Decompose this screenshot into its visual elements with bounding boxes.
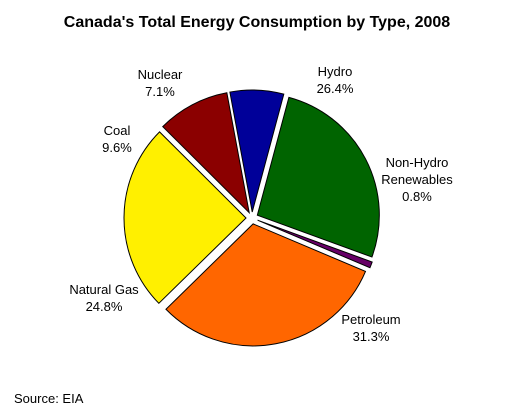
slice-label-coal: Coal 9.6%: [102, 123, 132, 155]
slice-label-non-hydro-renewables: Non-Hydro Renewables 0.8%: [381, 155, 453, 204]
source-note: Source: EIA: [14, 391, 84, 406]
slice-label-petroleum: Petroleum 31.3%: [341, 312, 400, 344]
pie-labels: Hydro 26.4% Non-Hydro Renewables 0.8% Petrole…: [69, 64, 453, 344]
pie-slice-hydro: [256, 96, 380, 258]
pie-slice-natural-gas: [123, 131, 247, 305]
slice-label-natural-gas: Natural Gas 24.8%: [69, 282, 139, 314]
pie-slices: [123, 89, 380, 347]
pie-slice-non-hydro-renewables: [257, 219, 373, 269]
pie-slice-coal: [162, 92, 250, 215]
pie-slice-nuclear: [229, 89, 285, 213]
pie-slice-petroleum: [165, 223, 367, 347]
slice-label-hydro: Hydro 26.4%: [317, 64, 354, 96]
slice-label-nuclear: Nuclear 7.1%: [138, 67, 183, 99]
chart-title: Canada's Total Energy Consumption by Typ…: [63, 14, 451, 31]
